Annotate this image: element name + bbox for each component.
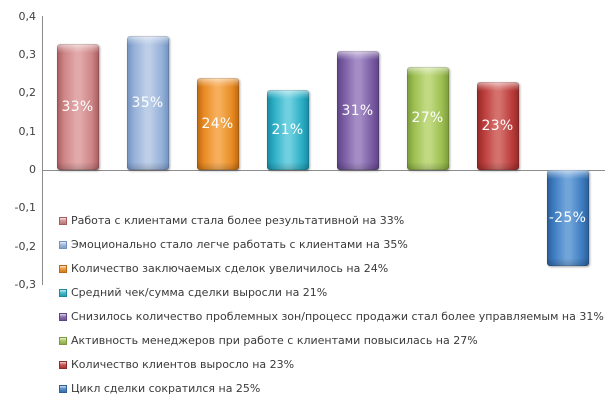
legend-item-6: Активность менеджеров при работе с клиен…: [59, 334, 478, 347]
bar-value-label: 23%: [481, 117, 514, 134]
y-tick-label: 0,4: [18, 9, 37, 23]
legend-marker-icon: [59, 240, 67, 249]
legend-item-2: Эмоционально стало легче работать с клие…: [59, 238, 408, 251]
zero-axis-line: [42, 170, 605, 171]
legend-label: Работа с клиентами стала более результат…: [71, 214, 405, 227]
legend-marker-icon: [59, 312, 67, 321]
legend-marker-icon: [59, 264, 67, 273]
bar-value-label: 24%: [201, 116, 234, 133]
legend-marker-icon: [59, 384, 67, 393]
y-axis-line: [42, 16, 43, 285]
bar-value-label: 31%: [341, 102, 374, 119]
legend-item-8: Цикл сделки сократился на 25%: [59, 382, 260, 395]
legend-marker-icon: [59, 360, 67, 369]
bar-7: 23%: [476, 81, 519, 170]
bar-1: 33%: [56, 43, 99, 170]
legend-label: Активность менеджеров при работе с клиен…: [71, 334, 478, 347]
legend-label: Количество заключаемых сделок увеличилос…: [71, 262, 389, 275]
bar-value-label: 35%: [131, 94, 164, 111]
legend-marker-icon: [59, 216, 67, 225]
y-tick-label: -0,2: [14, 239, 36, 253]
legend-label: Цикл сделки сократился на 25%: [71, 382, 261, 395]
bar-value-label: -25%: [548, 209, 587, 226]
bar-3: 24%: [196, 78, 239, 170]
legend-label: Эмоционально стало легче работать с клие…: [71, 238, 408, 251]
bar-8: -25%: [546, 170, 589, 266]
bar-value-label: 27%: [411, 110, 444, 127]
y-tick-label: -0,1: [14, 201, 36, 215]
legend-item-1: Работа с клиентами стала более результат…: [59, 214, 404, 227]
legend-item-4: Средний чек/сумма сделки выросли на 21%: [59, 286, 327, 299]
legend-marker-icon: [59, 336, 67, 345]
legend-label: Количество клиентов выросло на 23%: [71, 358, 295, 371]
bar-6: 27%: [406, 66, 449, 170]
bar-5: 31%: [336, 51, 379, 170]
legend-item-7: Количество клиентов выросло на 23%: [59, 358, 294, 371]
y-tick-label: 0,1: [18, 124, 37, 138]
legend-label: Средний чек/сумма сделки выросли на 21%: [71, 286, 328, 299]
y-tick-label: 0: [29, 163, 36, 176]
legend-label: Снизилось количество проблемных зон/проц…: [71, 310, 604, 323]
y-tick-label: -0,3: [14, 277, 36, 291]
legend-item-3: Количество заключаемых сделок увеличилос…: [59, 262, 388, 275]
bar-2: 35%: [126, 35, 169, 170]
legend-marker-icon: [59, 288, 67, 297]
y-tick-label: 0,3: [18, 48, 37, 62]
bar-4: 21%: [266, 89, 309, 170]
y-tick-label: 0,2: [18, 86, 37, 100]
bar-value-label: 33%: [61, 98, 94, 115]
legend-item-5: Снизилось количество проблемных зон/проц…: [59, 310, 604, 323]
bar-value-label: 21%: [271, 121, 304, 138]
